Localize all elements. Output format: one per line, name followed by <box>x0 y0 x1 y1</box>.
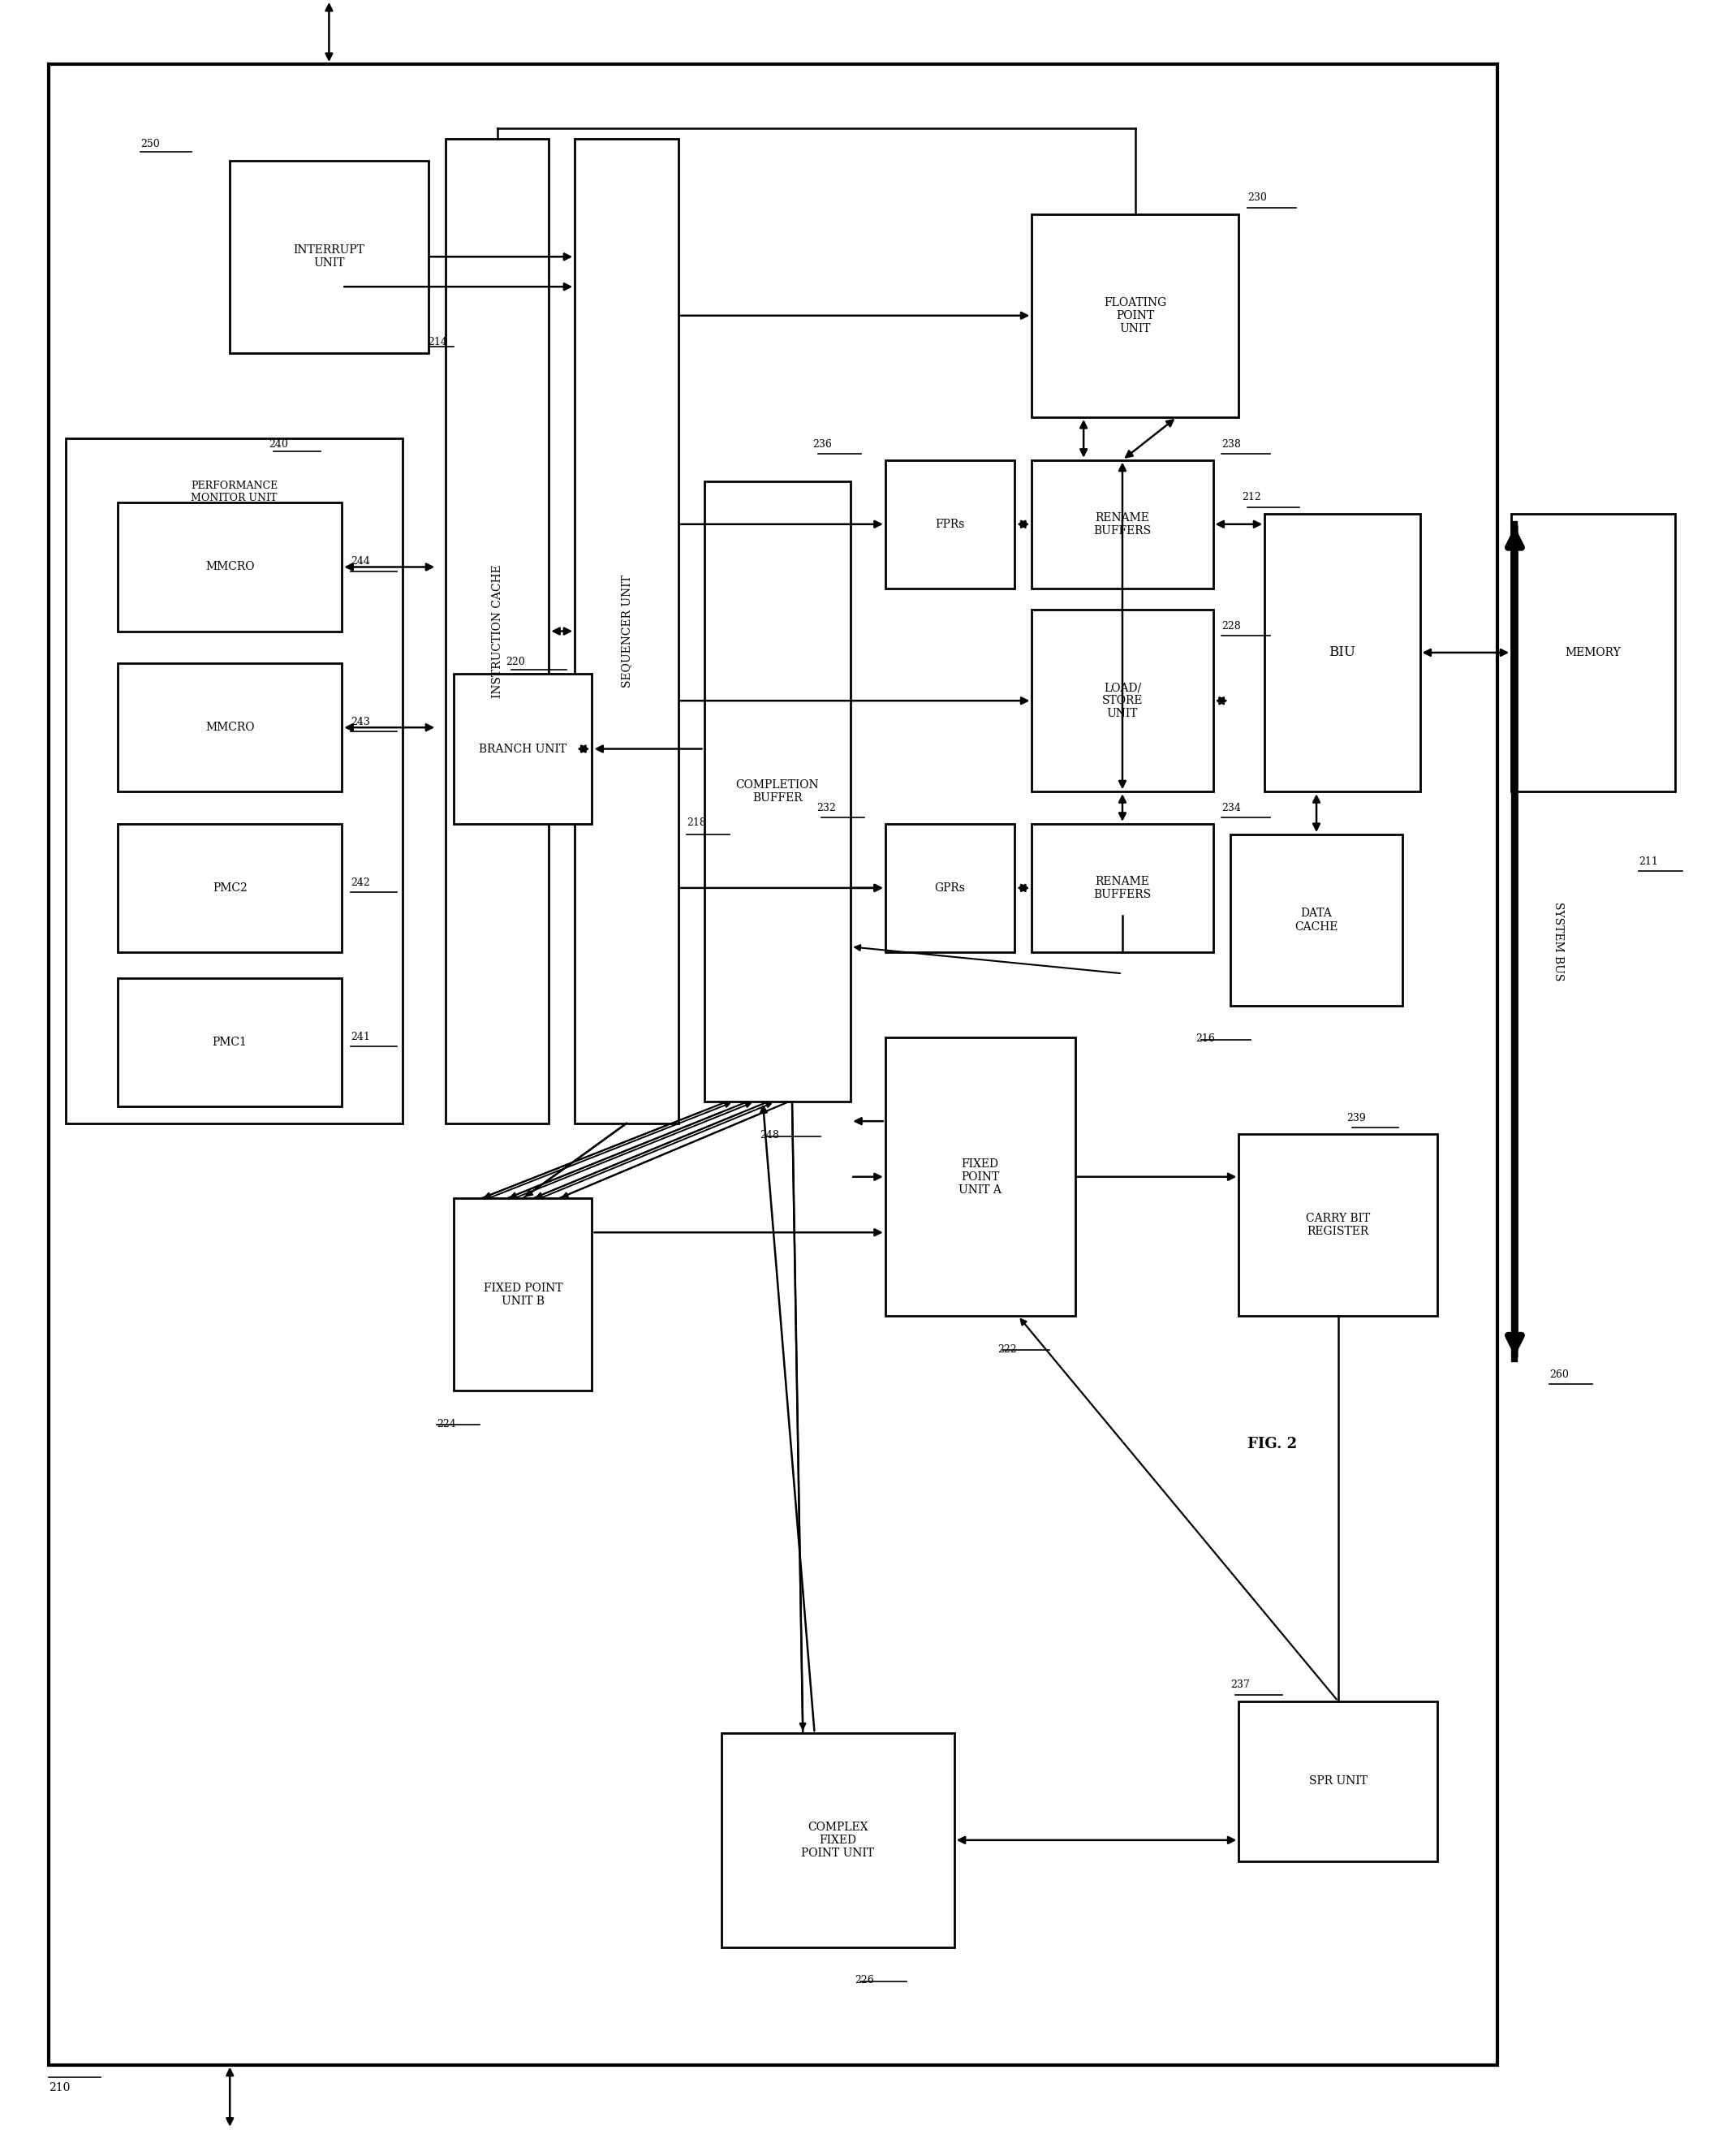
Bar <box>575 138 679 1123</box>
Bar <box>118 824 342 953</box>
Text: COMPLETION
BUFFER: COMPLETION BUFFER <box>736 780 819 804</box>
Text: PERFORMANCE
MONITOR UNIT: PERFORMANCE MONITOR UNIT <box>191 481 278 505</box>
Text: 218: 218 <box>687 817 707 828</box>
Bar <box>118 664 342 791</box>
Bar <box>885 1037 1075 1315</box>
Bar <box>49 65 1498 2065</box>
Text: 243: 243 <box>351 718 370 727</box>
Text: FIXED
POINT
UNIT A: FIXED POINT UNIT A <box>958 1158 1002 1197</box>
Bar <box>1031 610 1213 791</box>
Text: 226: 226 <box>856 1975 875 1986</box>
Bar <box>229 160 429 354</box>
Text: FPRs: FPRs <box>936 520 965 530</box>
Text: 250: 250 <box>141 140 160 149</box>
Text: 214: 214 <box>429 336 448 347</box>
Text: GPRs: GPRs <box>934 882 965 893</box>
Text: COMPLEX
FIXED
POINT UNIT: COMPLEX FIXED POINT UNIT <box>802 1822 875 1858</box>
Bar <box>1031 824 1213 953</box>
Bar <box>455 1199 592 1391</box>
Text: 238: 238 <box>1222 440 1241 448</box>
Bar <box>1266 513 1420 791</box>
Bar <box>118 502 342 632</box>
Text: FIXED POINT
UNIT B: FIXED POINT UNIT B <box>483 1283 562 1307</box>
Text: DATA
CACHE: DATA CACHE <box>1295 908 1338 931</box>
Bar <box>1240 1701 1437 1861</box>
Text: MMCRO: MMCRO <box>205 722 255 733</box>
Text: 240: 240 <box>269 440 288 448</box>
Text: FLOATING
POINT
UNIT: FLOATING POINT UNIT <box>1104 298 1167 334</box>
Text: SPR UNIT: SPR UNIT <box>1309 1777 1368 1787</box>
Text: MEMORY: MEMORY <box>1566 647 1621 658</box>
Text: LOAD/
STORE
UNIT: LOAD/ STORE UNIT <box>1102 681 1142 720</box>
Bar <box>722 1733 955 1947</box>
Text: 234: 234 <box>1222 802 1241 813</box>
Text: 210: 210 <box>49 2083 69 2093</box>
Bar <box>885 824 1014 953</box>
Text: PMC1: PMC1 <box>212 1037 247 1048</box>
Text: 237: 237 <box>1231 1680 1250 1690</box>
Bar <box>455 675 592 824</box>
Text: 244: 244 <box>351 556 370 567</box>
Text: 211: 211 <box>1639 856 1658 867</box>
Text: 239: 239 <box>1347 1112 1366 1123</box>
Text: 242: 242 <box>351 877 370 888</box>
Text: 224: 224 <box>437 1419 457 1429</box>
Text: SYSTEM BUS: SYSTEM BUS <box>1552 901 1564 981</box>
Bar <box>66 438 403 1123</box>
Bar <box>1231 834 1403 1005</box>
Text: 222: 222 <box>998 1343 1017 1354</box>
Text: 228: 228 <box>1222 621 1241 632</box>
Text: MMCRO: MMCRO <box>205 561 255 573</box>
Text: 241: 241 <box>351 1031 370 1041</box>
Bar <box>446 138 549 1123</box>
Text: 232: 232 <box>816 802 835 813</box>
Text: BRANCH UNIT: BRANCH UNIT <box>479 744 568 755</box>
Text: 236: 236 <box>812 440 832 448</box>
Text: 248: 248 <box>760 1130 779 1141</box>
Text: FIG. 2: FIG. 2 <box>1248 1436 1297 1451</box>
Text: 216: 216 <box>1196 1033 1215 1044</box>
Text: RENAME
BUFFERS: RENAME BUFFERS <box>1094 875 1151 901</box>
Bar <box>1031 213 1240 418</box>
Bar <box>1512 513 1675 791</box>
Text: 212: 212 <box>1243 492 1262 502</box>
Bar <box>1240 1134 1437 1315</box>
Text: CARRY BIT
REGISTER: CARRY BIT REGISTER <box>1305 1212 1370 1238</box>
Text: RENAME
BUFFERS: RENAME BUFFERS <box>1094 511 1151 537</box>
Text: PMC2: PMC2 <box>212 882 247 893</box>
Bar <box>118 979 342 1106</box>
Text: BIU: BIU <box>1330 645 1356 660</box>
Bar <box>1031 459 1213 589</box>
Text: 230: 230 <box>1248 192 1267 203</box>
Text: 260: 260 <box>1549 1369 1569 1380</box>
Text: 220: 220 <box>505 658 524 668</box>
Text: INSTRUCTION CACHE: INSTRUCTION CACHE <box>491 565 503 699</box>
Bar <box>885 459 1014 589</box>
Text: SEQUENCER UNIT: SEQUENCER UNIT <box>621 576 632 688</box>
Bar <box>705 481 851 1102</box>
Text: INTERRUPT
UNIT: INTERRUPT UNIT <box>293 244 365 270</box>
